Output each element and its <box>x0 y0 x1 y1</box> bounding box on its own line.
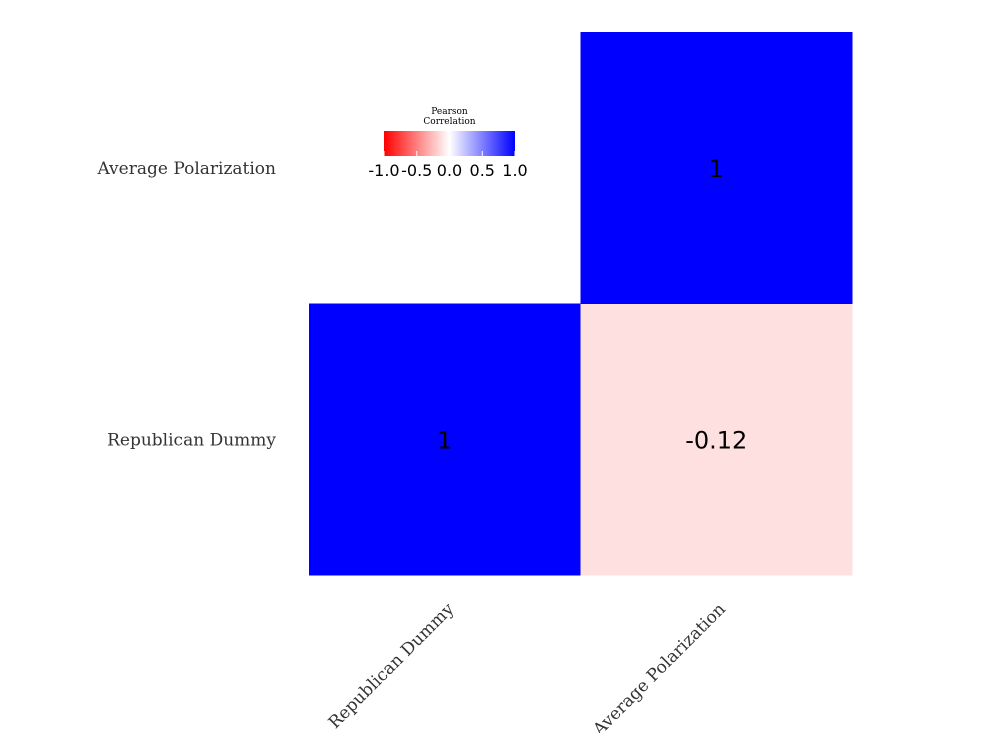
x-tick-label: Average Polarization <box>589 599 730 733</box>
y-tick-label: Republican Dummy <box>107 430 276 450</box>
legend-tick-label: 0.0 <box>437 161 462 180</box>
cell-value-label: 1 <box>437 426 452 454</box>
heatmap-cell <box>580 303 853 576</box>
heatmap-cells: 1 -0.12 1 <box>309 32 853 576</box>
legend-tick-label: 0.5 <box>470 161 495 180</box>
legend-title: Pearson <box>431 107 468 117</box>
x-tick-label: Republican Dummy <box>325 599 459 733</box>
legend-title: Correlation <box>423 117 475 127</box>
heatmap-cell <box>309 303 581 576</box>
y-tick-label: Average Polarization <box>96 159 276 179</box>
legend-tick-label: 1.0 <box>502 161 527 180</box>
legend-tick-label: -0.5 <box>401 161 432 180</box>
legend-tick-label: -1.0 <box>368 161 399 180</box>
cell-value-label: 1 <box>709 155 724 183</box>
cell-value-label: -0.12 <box>685 426 747 454</box>
heatmap-cell <box>580 32 853 304</box>
